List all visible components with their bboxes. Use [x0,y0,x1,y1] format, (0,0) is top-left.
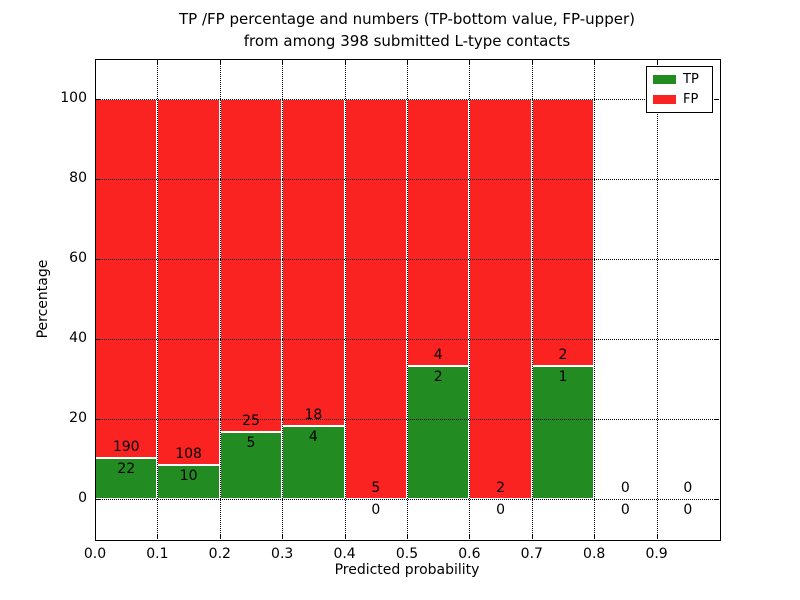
bar-label-tp: 4 [308,429,318,446]
x-tick-label: 0.2 [208,546,231,562]
x-tick-label: 0.0 [83,546,107,562]
grid-line-x [594,59,596,539]
bar-label-tp: 2 [433,368,443,385]
y-tick-label: 100 [60,90,87,106]
x-tick-mark [282,534,284,539]
bar-label-fp: 25 [242,413,260,430]
bar-segment-fp [219,99,283,433]
y-axis-label: Percentage [35,259,51,339]
y-tick-mark [96,259,101,260]
bar-label-tp: 1 [558,368,568,385]
bar-segment-fp [282,99,345,427]
y-tick-mark [714,99,719,100]
grid-line-x [656,59,658,539]
bar-label-tp: 0 [620,502,630,518]
bar-segment-fp [469,99,532,499]
bar-label-fp: 0 [620,480,630,496]
y-tick-mark [96,419,101,420]
y-tick-mark [714,499,719,500]
bar-label-fp: 18 [304,407,323,424]
bar-segment-fp [344,99,407,499]
x-tick-mark [594,534,596,539]
x-tick-mark [656,60,658,65]
x-tick-mark [95,534,96,539]
bar-label-fp: 2 [558,346,568,363]
chart-title-line1: TP /FP percentage and numbers (TP-bottom… [179,10,635,28]
y-tick-label: 40 [69,330,87,346]
x-tick-label: 0.7 [520,546,543,562]
x-tick-mark [95,60,96,65]
x-tick-label: 0.1 [146,546,169,562]
y-tick-label: 0 [78,490,87,506]
bar-label-tp: 0 [496,502,506,518]
bar-segment-fp [157,99,220,466]
y-tick-mark [96,339,101,340]
y-tick-label: 60 [69,250,87,266]
bar-segment-tp [531,365,595,499]
legend-label-fp: FP [683,91,699,107]
y-tick-mark [714,179,719,180]
bar-segment-tp [407,365,470,499]
x-tick-label: 0.8 [583,546,606,562]
bar-segment-tp [282,426,345,499]
x-tick-mark [407,60,408,65]
bar-label-fp: 5 [371,480,381,496]
x-tick-mark [531,534,533,539]
x-tick-label: 0.9 [645,546,668,562]
x-tick-mark [219,534,221,539]
y-tick-label: 80 [69,170,87,186]
x-tick-mark [219,60,221,65]
bar-segment-fp [407,99,470,366]
x-tick-mark [344,534,346,539]
x-tick-mark [157,60,159,65]
bar-label-tp: 5 [246,435,256,452]
x-tick-mark [531,60,533,65]
legend: TP FP [646,66,713,113]
chart-title: TP /FP percentage and numbers (TP-bottom… [57,8,757,52]
bar-segment-fp [95,99,158,458]
legend-label-tp: TP [683,72,699,88]
x-tick-mark [469,60,471,65]
bar-segment-tp [219,432,283,499]
y-tick-label: 20 [69,410,87,426]
bar-label-fp: 4 [433,346,443,363]
x-tick-label: 0.6 [458,546,481,562]
grid-line-y [95,499,719,500]
bar-label-fp: 190 [112,438,140,455]
bar-label-tp: 0 [683,502,693,518]
bar-label-tp: 0 [371,502,381,518]
x-tick-label: 0.4 [333,546,356,562]
bar-label-fp: 108 [175,446,202,463]
bar-label-fp: 0 [683,480,693,496]
x-tick-mark [344,60,346,65]
chart-title-line2: from among 398 submitted L-type contacts [243,32,571,50]
x-axis-label: Predicted probability [334,562,480,578]
x-tick-mark [594,60,596,65]
y-tick-mark [96,499,101,500]
legend-item-fp: FP [653,92,706,107]
fp-color-swatch-icon [653,94,676,104]
y-tick-mark [714,419,719,420]
x-tick-mark [656,534,658,539]
bar-label-fp: 2 [496,480,506,496]
bar-segment-fp [531,99,595,366]
tp-color-swatch-icon [653,75,676,85]
x-tick-label: 0.3 [271,546,294,562]
x-tick-mark [282,60,284,65]
y-tick-mark [96,99,101,100]
x-tick-mark [157,534,159,539]
y-tick-mark [714,339,719,340]
y-tick-mark [714,259,719,260]
y-tick-mark [96,179,101,180]
x-tick-label: 0.5 [395,546,419,562]
bar-label-tp: 10 [179,468,198,485]
legend-item-tp: TP [653,72,706,87]
x-tick-mark [407,534,408,539]
bar-label-tp: 22 [117,460,136,477]
x-tick-mark [469,534,471,539]
